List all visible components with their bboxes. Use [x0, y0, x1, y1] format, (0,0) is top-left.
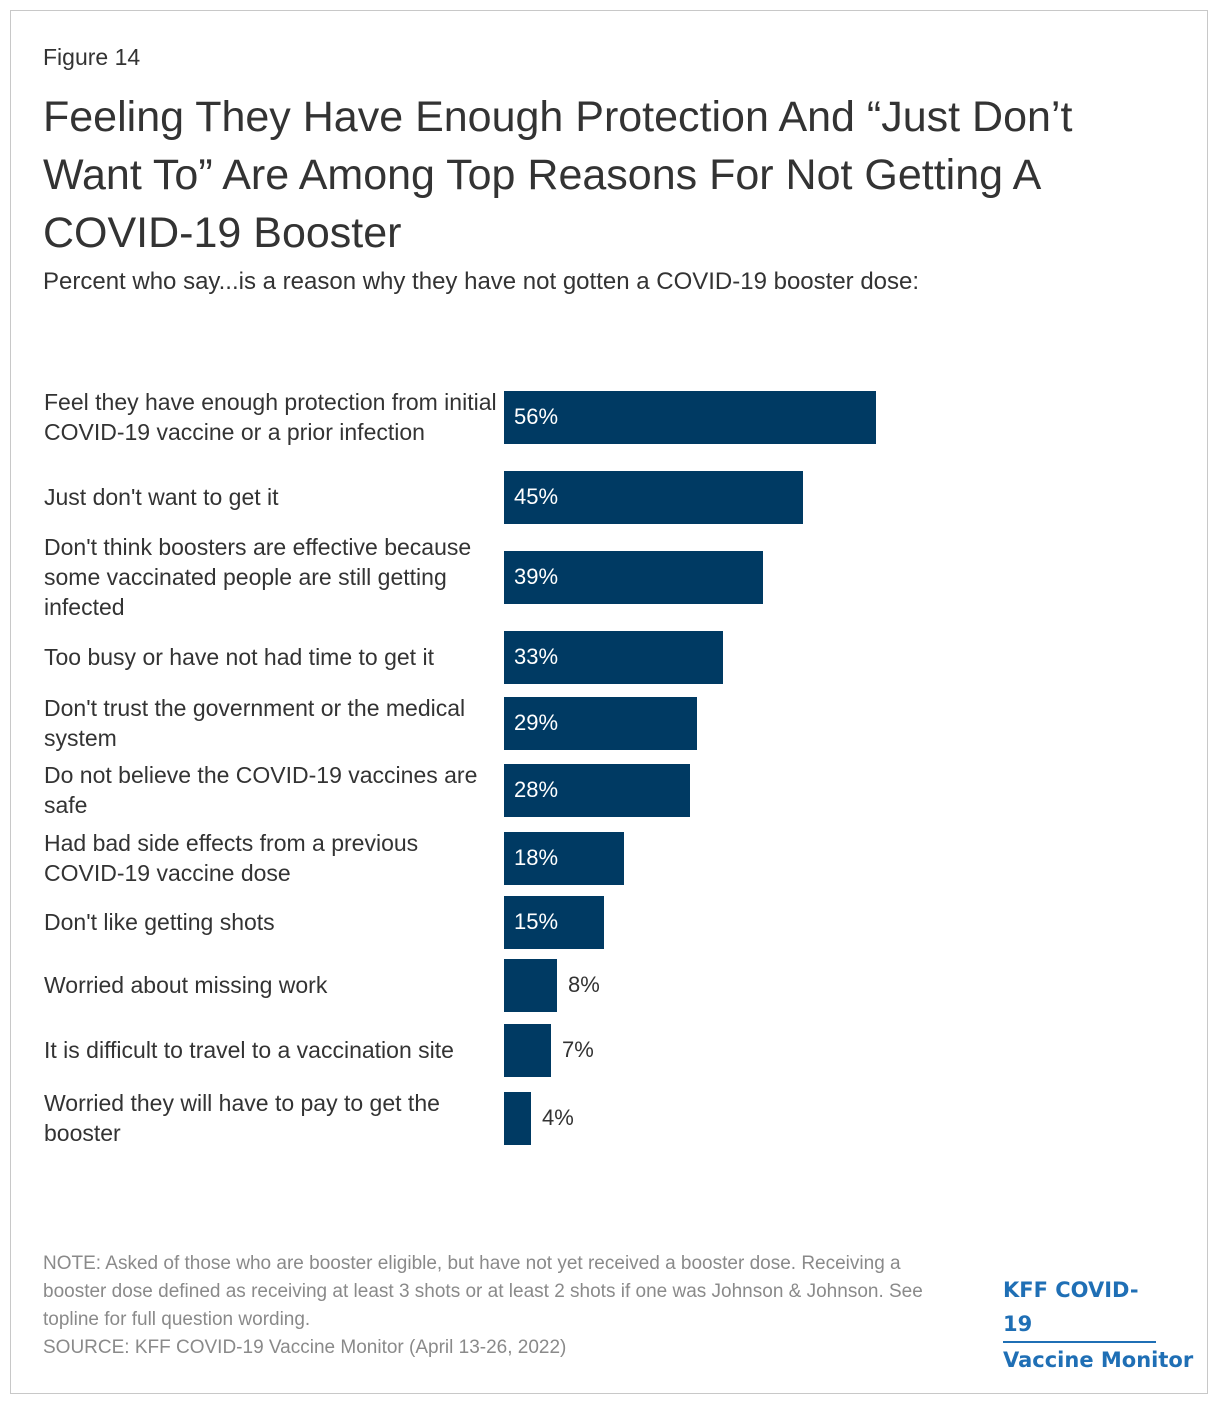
source-text: SOURCE: KFF COVID-19 Vaccine Monitor (Ap… [43, 1337, 567, 1358]
logo-line-1: KFF COVID-19 [1003, 1273, 1156, 1343]
chart-subtitle: Percent who say...is a reason why they h… [43, 268, 920, 295]
logo-line-2: Vaccine Monitor [1003, 1348, 1194, 1372]
figure-label: Figure 14 [43, 44, 141, 70]
figure-frame [10, 10, 1208, 1394]
footnote: NOTE: Asked of those who are booster eli… [43, 1250, 963, 1362]
kff-logo: KFF COVID-19 Vaccine Monitor [1003, 1273, 1193, 1377]
chart-title: Feeling They Have Enough Protection And … [43, 93, 1073, 257]
note-text: NOTE: Asked of those who are booster eli… [43, 1253, 923, 1330]
